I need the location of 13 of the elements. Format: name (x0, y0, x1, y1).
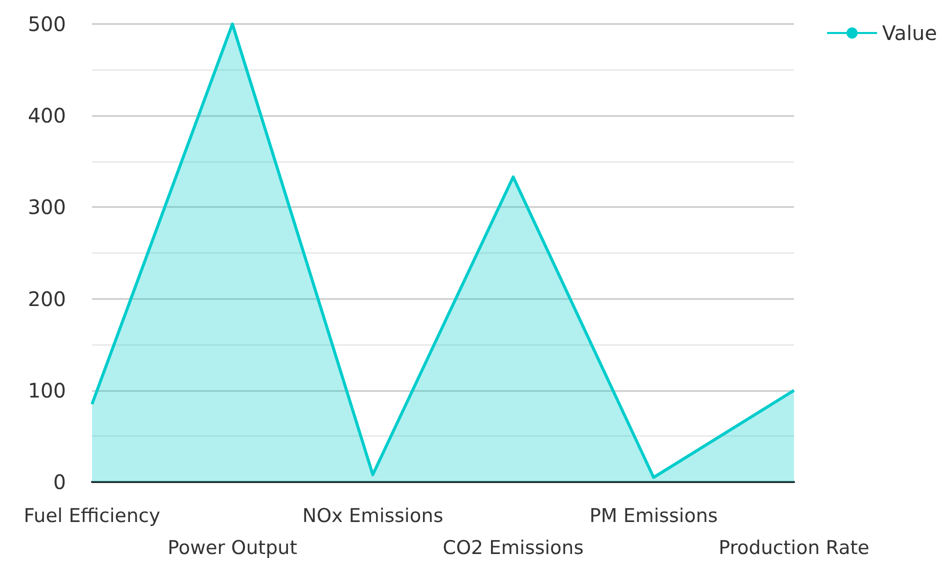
x-tick-label: Fuel Efficiency (24, 505, 160, 527)
y-tick-label: 400 (28, 104, 66, 128)
y-tick-label: 0 (53, 470, 66, 494)
x-tick-label: Production Rate (718, 537, 870, 559)
y-tick-label: 300 (28, 195, 66, 220)
x-tick-label: NOx Emissions (302, 505, 444, 527)
y-tick-label: 100 (28, 378, 66, 402)
legend-label: Value (882, 21, 937, 45)
y-tick-label: 200 (28, 286, 66, 311)
x-tick-label: Power Output (168, 537, 298, 559)
y-tick-label: 500 (28, 12, 66, 36)
x-tick-label: CO2 Emissions (442, 537, 584, 559)
x-tick-label: PM Emissions (589, 505, 718, 527)
